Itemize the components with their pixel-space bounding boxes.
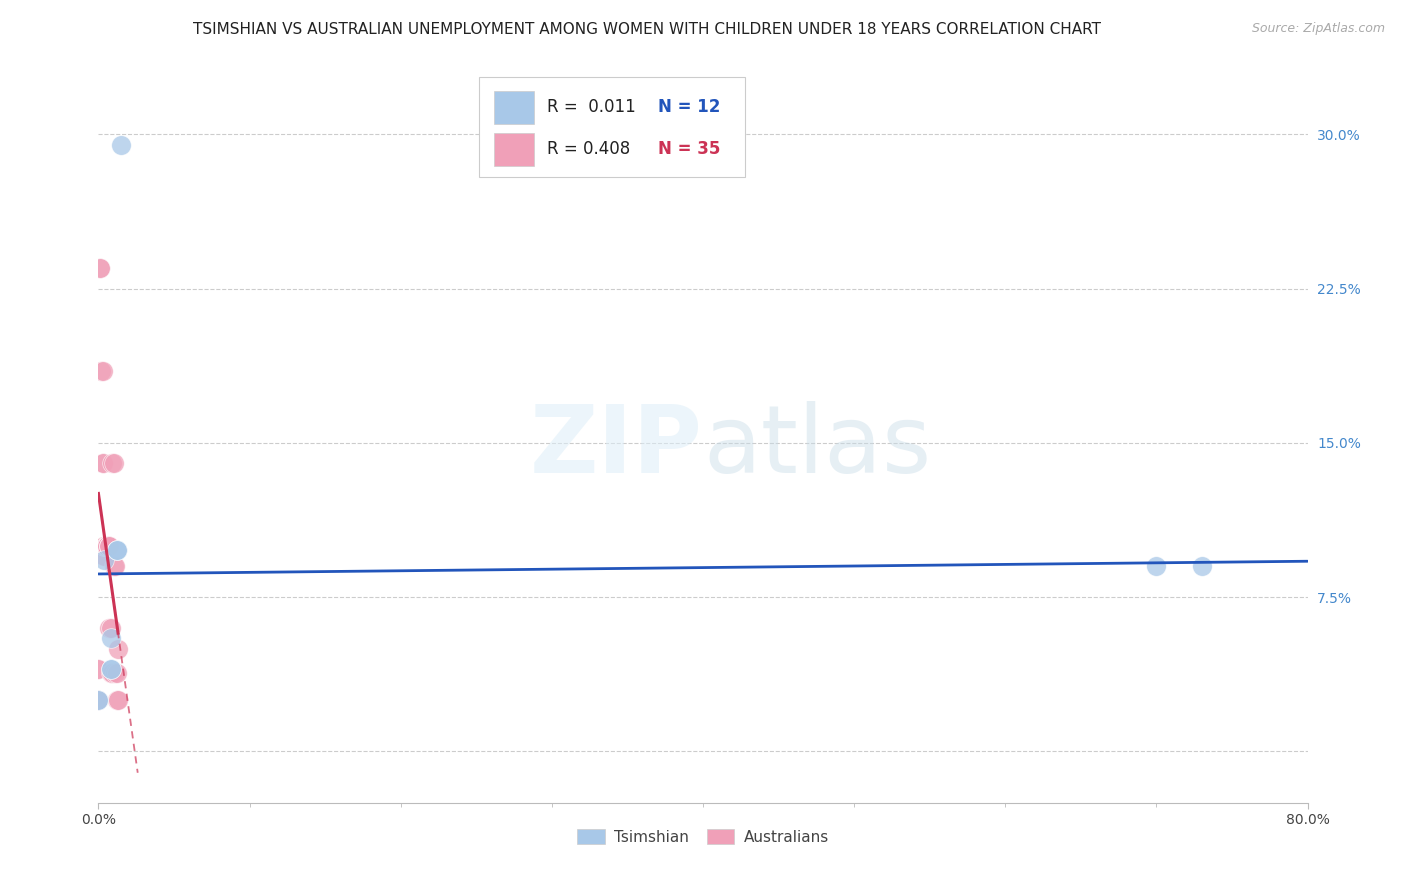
Point — [105, 542, 128, 557]
Point — [87, 693, 110, 707]
Point — [100, 662, 122, 676]
Point — [98, 539, 121, 553]
Text: R = 0.408: R = 0.408 — [547, 140, 630, 158]
Text: atlas: atlas — [703, 401, 931, 493]
Point — [103, 457, 125, 471]
Point — [1191, 559, 1213, 574]
Point — [104, 666, 127, 681]
Point — [100, 621, 122, 635]
Point — [105, 542, 128, 557]
Point — [91, 457, 114, 471]
Point — [93, 549, 115, 563]
Point — [104, 559, 127, 574]
Point — [87, 662, 110, 676]
Point — [93, 539, 115, 553]
Point — [101, 457, 124, 471]
Legend: Tsimshian, Australians: Tsimshian, Australians — [571, 822, 835, 851]
Point — [91, 364, 114, 378]
Point — [93, 539, 115, 553]
Text: TSIMSHIAN VS AUSTRALIAN UNEMPLOYMENT AMONG WOMEN WITH CHILDREN UNDER 18 YEARS CO: TSIMSHIAN VS AUSTRALIAN UNEMPLOYMENT AMO… — [193, 22, 1101, 37]
Point — [94, 539, 117, 553]
Text: Source: ZipAtlas.com: Source: ZipAtlas.com — [1251, 22, 1385, 36]
Point — [87, 693, 110, 707]
Point — [105, 666, 128, 681]
Point — [100, 632, 122, 646]
FancyBboxPatch shape — [494, 133, 534, 166]
Point — [93, 553, 115, 567]
Point — [100, 662, 122, 676]
Point — [107, 641, 129, 656]
Point — [96, 539, 118, 553]
Point — [98, 539, 121, 553]
Point — [98, 539, 121, 553]
Point — [101, 666, 124, 681]
Point — [96, 539, 118, 553]
Point — [96, 539, 118, 553]
Point — [96, 539, 118, 553]
Point — [87, 693, 110, 707]
Point — [89, 261, 111, 276]
Text: N = 12: N = 12 — [658, 98, 721, 116]
Text: ZIP: ZIP — [530, 401, 703, 493]
FancyBboxPatch shape — [479, 78, 745, 178]
Point — [105, 693, 128, 707]
Point — [89, 261, 111, 276]
FancyBboxPatch shape — [494, 91, 534, 124]
Point — [1144, 559, 1167, 574]
Point — [87, 662, 110, 676]
Point — [105, 542, 128, 557]
Point — [91, 457, 114, 471]
Point — [98, 621, 121, 635]
Text: N = 35: N = 35 — [658, 140, 721, 158]
Point — [90, 364, 112, 378]
Point — [87, 693, 110, 707]
Point — [110, 137, 132, 152]
Text: R =  0.011: R = 0.011 — [547, 98, 636, 116]
Point — [107, 693, 129, 707]
Point — [94, 539, 117, 553]
Point — [103, 559, 125, 574]
Point — [100, 666, 122, 681]
